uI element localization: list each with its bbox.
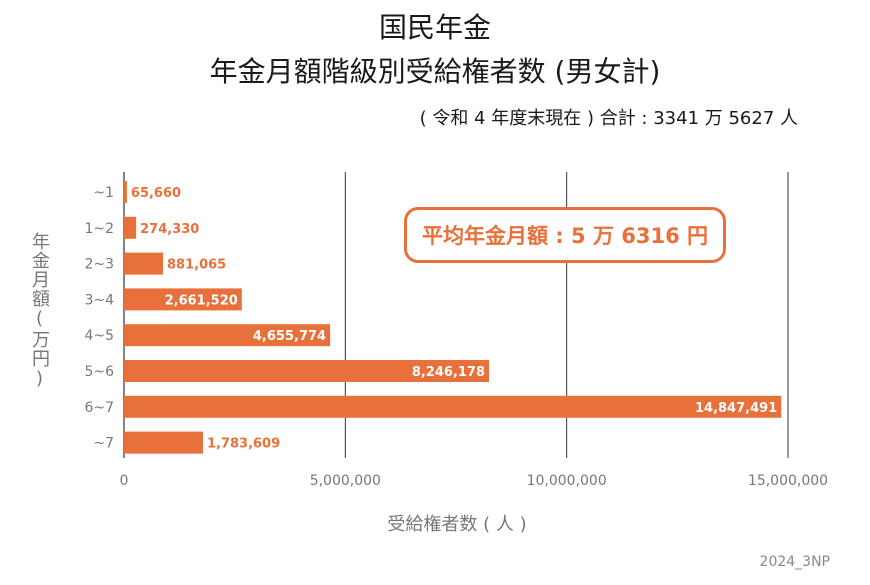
y-axis-label: 年金月額(万円) <box>29 232 50 390</box>
y-category-label: 3~4 <box>84 292 114 308</box>
source-note: 2024_3NP <box>759 554 830 570</box>
bar-value-label: 65,660 <box>131 186 181 201</box>
x-tick-label: 5,000,000 <box>310 473 381 489</box>
bar <box>124 360 490 382</box>
bar-value-label: 8,246,178 <box>412 365 485 380</box>
bar <box>124 395 782 418</box>
bar <box>124 288 242 311</box>
chart-title-line2: 年金月額階級別受給権者数 (男女計) <box>209 55 661 88</box>
y-category-label: ~1 <box>93 185 114 201</box>
bar <box>124 216 137 239</box>
bar <box>124 181 127 203</box>
bar <box>124 324 331 347</box>
bars <box>124 181 782 454</box>
x-tick-label: 10,000,000 <box>527 473 607 489</box>
y-category-label: 6~7 <box>84 400 114 416</box>
bar-value-label: 1,783,609 <box>207 437 280 452</box>
y-category-label: 1~2 <box>84 221 114 237</box>
bar-value-label: 2,661,520 <box>165 293 238 308</box>
average-pension-callout: 平均年金月額 : 5 万 6316 円 <box>404 207 726 263</box>
bar-value-label: 881,065 <box>167 258 226 273</box>
y-category-label: ~7 <box>93 436 114 452</box>
bar-value-label: 4,655,774 <box>253 329 326 344</box>
bar-value-label: 274,330 <box>140 222 199 237</box>
y-category-label: 2~3 <box>84 257 114 273</box>
y-category-label: 4~5 <box>84 328 114 344</box>
average-pension-text: 平均年金月額 : 5 万 6316 円 <box>421 224 708 248</box>
y-category-label: 5~6 <box>84 364 114 380</box>
x-tick-label: 0 <box>120 473 129 489</box>
bar <box>124 252 164 275</box>
chart-title-line1: 国民年金 <box>378 11 491 44</box>
labels: 0 5,000,000 10,000,000 15,000,000 ~1 65,660 1~… <box>84 185 828 489</box>
x-tick-label: 15,000,000 <box>748 473 828 489</box>
bar <box>124 431 203 454</box>
chart-subtitle: ( 令和 4 年度末現在 ) 合計 : 3341 万 5627 人 <box>419 108 798 129</box>
bar-value-label: 14,847,491 <box>695 401 777 416</box>
x-axis-label: 受給権者数 ( 人 ) <box>387 514 527 535</box>
